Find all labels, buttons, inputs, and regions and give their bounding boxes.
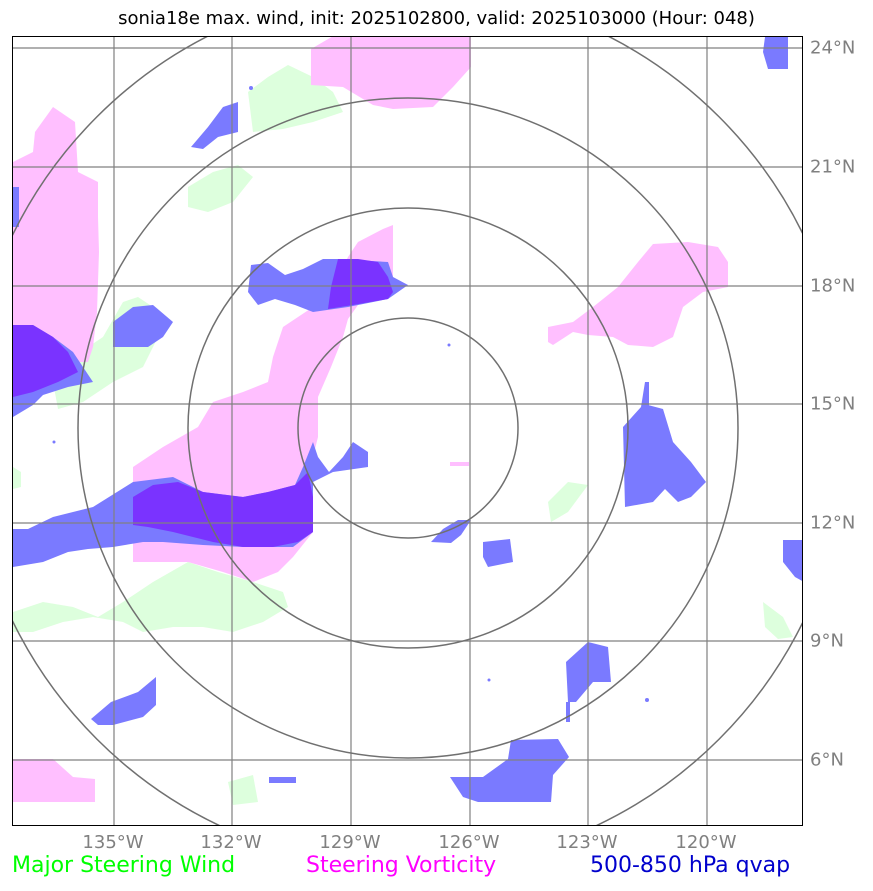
range-ring xyxy=(77,97,739,759)
qvap-area xyxy=(645,382,649,407)
qvap-area xyxy=(487,678,491,682)
map-canvas xyxy=(13,37,802,825)
major-wind-area xyxy=(13,467,21,489)
lat-label: 9°N xyxy=(810,630,844,652)
lat-label: 12°N xyxy=(810,512,856,534)
lon-label: 126°W xyxy=(438,832,500,853)
qvap-area xyxy=(623,382,706,507)
major-wind-areas xyxy=(13,65,793,805)
lat-label: 21°N xyxy=(810,156,856,178)
graticule xyxy=(13,37,802,825)
qvap-area xyxy=(566,702,570,722)
major-wind-area xyxy=(228,775,258,805)
major-wind-area xyxy=(188,165,253,212)
overlap-areas xyxy=(13,259,393,547)
qvap-area xyxy=(91,677,156,725)
qvap-area xyxy=(450,739,569,802)
overlap-area xyxy=(328,259,393,309)
vorticity-area xyxy=(13,759,95,802)
lon-label: 129°W xyxy=(319,832,381,853)
major-wind-area xyxy=(548,482,588,522)
major-wind-area xyxy=(13,562,288,632)
overlap-area xyxy=(133,472,313,547)
legend-qvap: 500-850 hPa qvap xyxy=(590,853,791,878)
qvap-area xyxy=(269,777,296,783)
qvap-area xyxy=(483,539,513,567)
vorticity-area xyxy=(450,462,469,466)
vorticity-area xyxy=(548,242,728,347)
legend-major-wind: Major Steering Wind xyxy=(12,853,236,878)
lon-label: 135°W xyxy=(82,832,144,853)
map-title: sonia18e max. wind, init: 2025102800, va… xyxy=(118,8,755,29)
lon-label: 132°W xyxy=(200,832,262,853)
qvap-area xyxy=(645,698,649,702)
overlap-area xyxy=(13,325,78,397)
qvap-area xyxy=(52,440,56,444)
range-ring xyxy=(297,317,519,539)
qvap-areas xyxy=(13,37,802,802)
qvap-area xyxy=(191,102,238,149)
lon-label: 120°W xyxy=(675,832,737,853)
lat-label: 18°N xyxy=(810,275,856,297)
qvap-area xyxy=(13,187,19,227)
major-wind-area xyxy=(763,602,793,639)
legend-vorticity: Steering Vorticity xyxy=(306,853,497,878)
lat-label: 15°N xyxy=(810,393,856,415)
qvap-area xyxy=(763,37,788,69)
vorticity-areas xyxy=(13,37,728,802)
qvap-area xyxy=(447,343,451,347)
qvap-area xyxy=(113,305,173,347)
map-panel[interactable] xyxy=(12,36,803,826)
range-ring xyxy=(187,207,629,649)
lon-label: 123°W xyxy=(556,832,618,853)
qvap-area xyxy=(431,520,471,543)
vorticity-area xyxy=(13,107,99,362)
qvap-area xyxy=(783,540,802,581)
qvap-area xyxy=(249,86,253,90)
lat-label: 24°N xyxy=(810,37,856,59)
range-rings xyxy=(13,37,802,825)
lat-label: 6°N xyxy=(810,749,844,771)
